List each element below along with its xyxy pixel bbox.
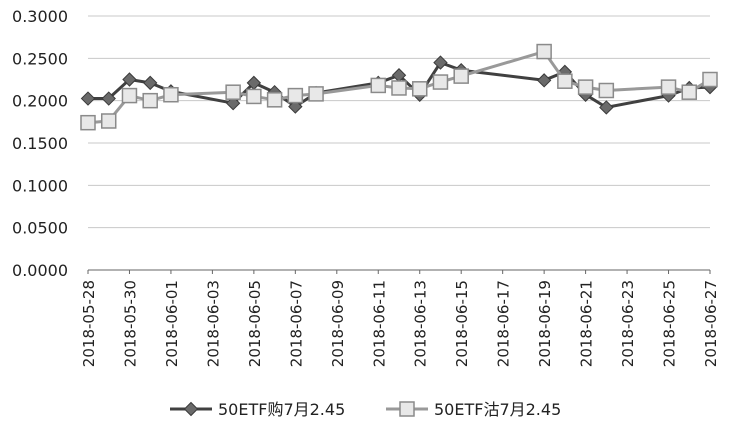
data-point-put (100, 113, 117, 129)
gridlines (88, 15, 710, 271)
data-point-call (142, 75, 158, 91)
data-point-put (432, 74, 449, 90)
x-tick-label: 2018-06-07 (287, 280, 305, 367)
data-point-put (308, 86, 324, 102)
series-layer (80, 43, 718, 131)
y-tick-label: 0.1000 (12, 176, 68, 195)
y-tick-label: 0.0500 (12, 219, 68, 238)
data-point-put (577, 79, 594, 95)
data-point-put (142, 92, 158, 109)
x-tick-label: 2018-06-27 (702, 280, 720, 367)
legend-label-put: 50ETF沽7月2.45 (434, 400, 561, 419)
data-point-put (266, 92, 283, 108)
y-tick-label: 0.1500 (12, 134, 68, 153)
x-tick-label: 2018-06-03 (204, 280, 222, 367)
data-point-put (536, 43, 552, 60)
data-point-call (599, 100, 614, 115)
x-axis: 2018-05-28 2018-05-30 2018-06-01 2018-06-03… (80, 270, 720, 367)
data-point-put (163, 86, 179, 103)
series-line-put (87, 50, 711, 125)
series-line-call (88, 61, 711, 109)
x-tick-label: 2018-06-05 (246, 280, 264, 367)
data-point-call (225, 95, 241, 111)
data-point-put (246, 88, 262, 105)
legend-swatch-put-marker (399, 401, 415, 417)
data-point-put (702, 71, 718, 88)
y-axis: 0.0000 0.0500 0.1000 0.1500 0.2000 0.2500 0.30… (12, 7, 68, 280)
data-point-put (681, 84, 698, 100)
y-tick-label: 0.3000 (12, 7, 68, 26)
x-tick-label: 2018-06-09 (329, 280, 347, 367)
data-point-put (370, 77, 387, 94)
data-point-call (80, 91, 96, 106)
data-point-call (101, 91, 116, 106)
x-tick-label: 2018-05-28 (80, 280, 98, 367)
x-tick-label: 2018-06-01 (163, 280, 181, 367)
data-point-put (391, 80, 407, 96)
x-tick-label: 2018-05-30 (121, 280, 139, 367)
data-point-call (536, 73, 552, 88)
data-point-put (453, 68, 469, 84)
data-point-call (122, 72, 137, 87)
data-point-call (288, 99, 303, 114)
x-tick-label: 2018-06-19 (536, 280, 554, 367)
x-tick-label: 2018-06-11 (370, 280, 388, 367)
data-point-call (433, 55, 448, 70)
x-tick-label: 2018-06-25 (661, 280, 679, 367)
x-tick-label: 2018-06-21 (578, 280, 596, 367)
data-point-put (287, 87, 304, 104)
legend-label-call: 50ETF购7月2.45 (218, 400, 345, 419)
x-tick-label: 2018-06-23 (619, 280, 637, 367)
x-tick-label: 2018-06-13 (412, 280, 430, 367)
data-point-put (225, 84, 241, 100)
legend-swatch-call-marker (183, 401, 199, 417)
data-point-put (80, 114, 96, 131)
x-tick-label: 2018-06-15 (453, 280, 471, 367)
data-point-put (660, 79, 677, 95)
data-point-put (557, 73, 573, 89)
x-tick-label: 2018-06-17 (495, 280, 513, 367)
data-point-put (121, 87, 138, 104)
y-tick-label: 0.2500 (12, 49, 68, 68)
y-tick-label: 0.2000 (12, 92, 68, 111)
data-point-put (598, 82, 615, 99)
y-tick-label: 0.0000 (12, 261, 68, 280)
data-point-put (411, 81, 428, 97)
legend: 50ETF购7月2.45 50ETF沽7月2.45 (170, 400, 561, 419)
